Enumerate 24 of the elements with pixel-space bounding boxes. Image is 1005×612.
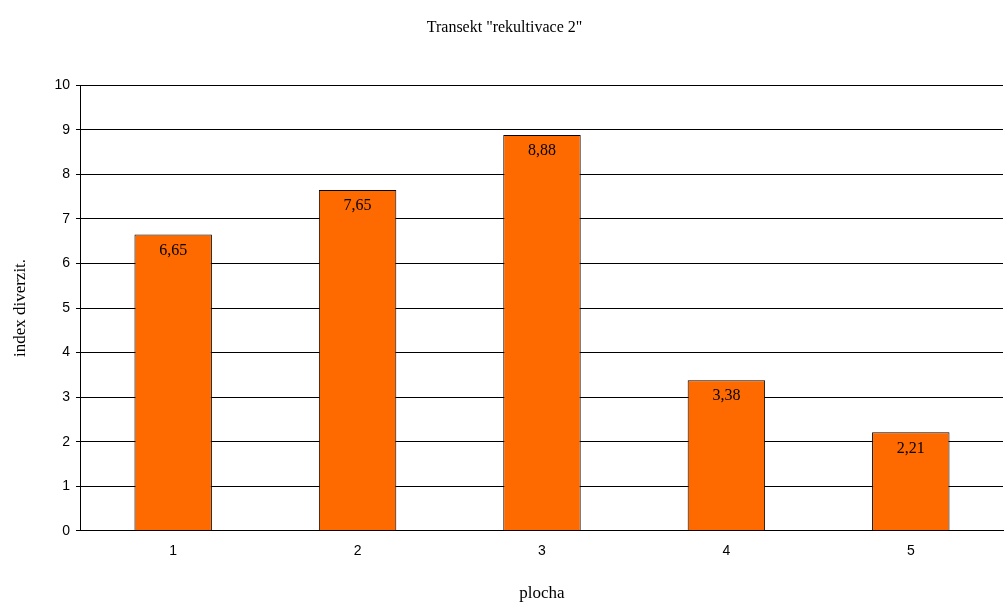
x-tick-label: 4	[722, 542, 731, 559]
y-tick-label: 2	[62, 432, 71, 449]
y-tick-label: 6	[62, 254, 71, 271]
x-axis-title: plocha	[519, 583, 566, 603]
data-label: 7,65	[343, 196, 372, 214]
y-tick-label: 8	[62, 165, 71, 182]
chart-title: Transekt "rekultivace 2"	[426, 17, 583, 35]
y-tick-label: 3	[62, 387, 71, 404]
y-tick-label: 1	[62, 477, 71, 494]
y-tick-label: 7	[62, 209, 71, 226]
x-tick-label: 1	[169, 542, 178, 559]
y-tick-label: 4	[62, 343, 71, 360]
x-tick-label: 3	[538, 542, 547, 559]
y-axis-title: index diverzit.	[9, 258, 29, 358]
data-label: 2,21	[896, 438, 925, 456]
data-label: 3,38	[712, 386, 741, 404]
data-label: 6,65	[159, 240, 188, 258]
x-tick-label: 2	[353, 542, 362, 559]
data-label: 8,88	[527, 141, 556, 159]
y-tick-label: 5	[62, 298, 71, 315]
x-tick-label: 5	[906, 542, 915, 559]
y-tick-label: 0	[62, 521, 71, 538]
y-tick-label: 10	[54, 76, 71, 93]
y-tick-label: 9	[62, 120, 71, 137]
